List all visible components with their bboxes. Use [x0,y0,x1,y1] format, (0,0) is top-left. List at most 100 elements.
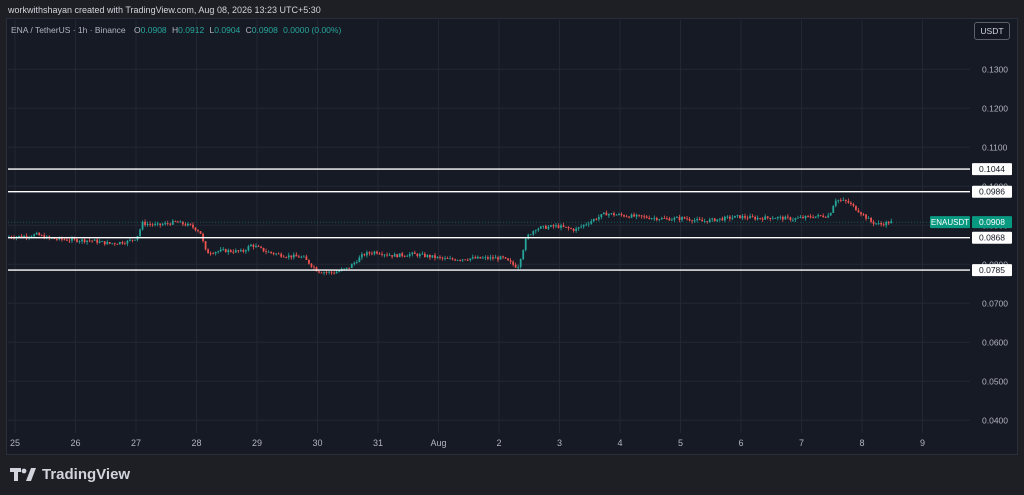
candle-body [219,249,222,252]
level-price-label: 0.0868 [979,233,1005,243]
candle-body [663,218,666,219]
candle-body [118,242,121,244]
candle-body [867,217,870,219]
x-tick-label: 29 [252,438,262,448]
candle-body [671,219,673,221]
candle-body [66,239,68,241]
candle-body [484,257,487,259]
candle-body [149,223,152,225]
candle-body [335,271,338,274]
candle-body [789,217,792,221]
candle-body [393,254,396,257]
candle-body [181,221,184,225]
candle-body [418,254,421,257]
candle-body [600,214,603,218]
candle-body [187,223,189,226]
candle-body [532,231,535,235]
candle-body [597,217,600,220]
candle-body [139,229,141,237]
candle-body [366,252,368,256]
high-label: H [172,25,179,35]
candle-body [18,235,20,237]
candle-body [184,224,187,226]
candle-body [786,216,789,218]
x-tick-label: 26 [70,438,80,448]
candle-body [212,253,215,255]
candle-body [25,235,28,238]
candle-body [250,244,252,247]
candle-body [116,243,119,245]
candle-body [33,234,36,237]
close-label: C [245,25,252,35]
candle-body [176,221,179,223]
candle-body [199,231,202,234]
candle-body [103,241,106,245]
candle-body [850,202,852,204]
candle-body [214,252,217,254]
brand-name: TradingView [42,466,131,483]
candle-body [156,223,159,225]
y-tick-label: 0.0700 [982,298,1008,308]
candle-body [277,253,280,255]
candle-body [76,239,78,242]
candle-body [587,223,590,225]
currency-button[interactable]: USDT [974,22,1010,40]
candle-body [502,256,504,258]
candle-body [270,251,273,253]
candle-body [224,249,227,253]
candle-body [739,215,741,219]
candle-body [844,199,847,202]
candle-body [658,219,661,221]
candle-body [255,245,257,247]
y-tick-label: 0.0600 [982,337,1008,347]
candle-body [608,214,610,216]
candle-body [371,253,373,255]
candle-body [605,212,608,216]
level-price-tag [972,163,1012,176]
candle-body [464,259,467,261]
candle-body [174,220,177,222]
candle-body [217,251,220,253]
candle-body [539,226,542,229]
candle-body [481,257,484,259]
y-tick-label: 0.0400 [982,415,1008,425]
candle-body [146,223,149,225]
x-tick-label: 7 [799,438,804,448]
candle-body [832,205,835,213]
candle-body [676,217,678,219]
candle-body [729,216,731,219]
candle-body [681,217,683,220]
candle-body [494,257,497,259]
candle-body [338,270,341,272]
candle-body [776,217,779,219]
candle-body [40,235,43,237]
candle-body [257,245,260,247]
x-tick-label: 25 [10,438,20,448]
candle-body [592,219,595,222]
candle-body [111,243,114,245]
level-price-label: 0.1044 [979,164,1005,174]
candle-body [134,239,136,241]
candle-body [524,238,527,251]
candle-body [688,219,691,221]
candle-body [91,240,94,242]
tradingview-brand[interactable]: TradingView [10,466,130,483]
high-value: 0.0912 [178,25,205,35]
candle-body [799,217,802,218]
candle-body [590,221,593,224]
candle-body [504,257,507,259]
candle-body [552,225,555,227]
candle-body [660,218,663,220]
chart-panel[interactable] [6,18,1018,455]
candle-body [761,218,764,220]
candle-body [73,238,76,240]
candle-body [325,272,328,274]
candle-body [129,239,131,241]
candle-body [852,203,855,206]
candle-body [166,223,169,224]
symbol-tag [930,216,970,229]
candle-body [557,225,560,228]
candle-body [723,216,726,221]
candle-body [628,216,630,218]
